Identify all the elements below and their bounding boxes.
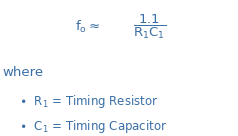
Text: $\mathsf{f_o \approx}$: $\mathsf{f_o \approx}$ (75, 19, 100, 35)
Text: $\mathsf{\dfrac{1.1}{R_1C_1}}$: $\mathsf{\dfrac{1.1}{R_1C_1}}$ (133, 13, 167, 41)
Text: $\bullet$  $\mathsf{C_1}$ = Timing Capacitor: $\bullet$ $\mathsf{C_1}$ = Timing Capaci… (19, 118, 167, 135)
Text: $\bullet$  $\mathsf{R_1}$ = Timing Resistor: $\bullet$ $\mathsf{R_1}$ = Timing Resist… (19, 94, 159, 110)
Text: where: where (2, 66, 44, 79)
